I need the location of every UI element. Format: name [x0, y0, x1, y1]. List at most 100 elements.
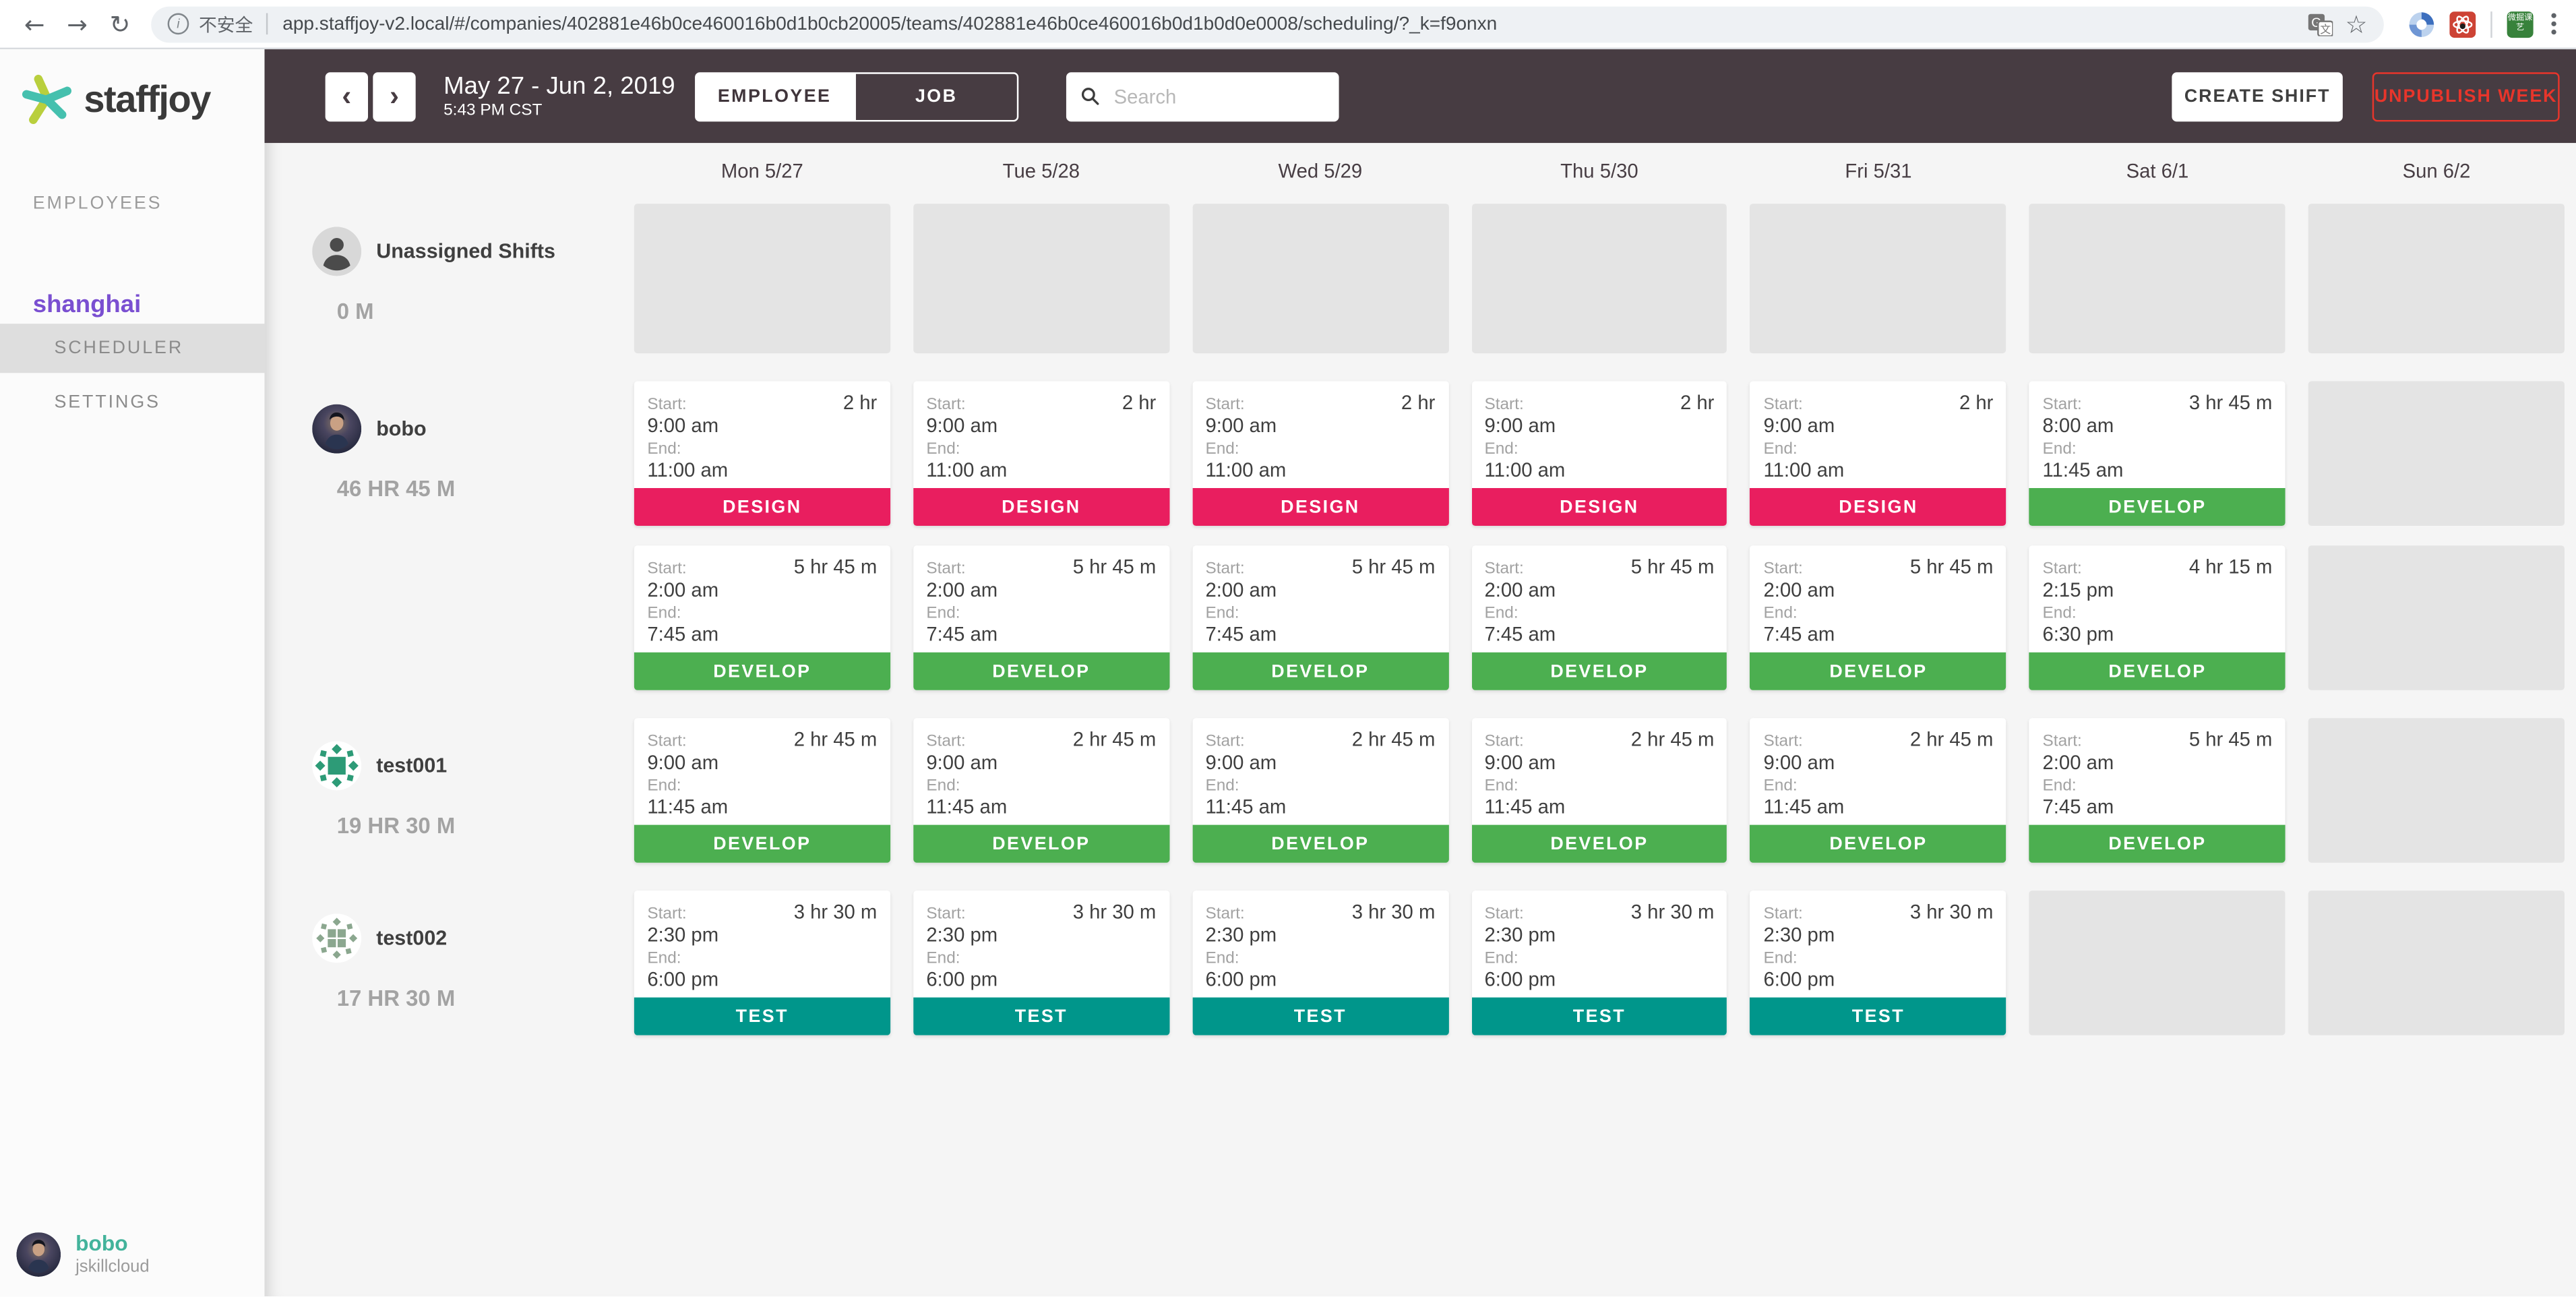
shift-end-time: 7:45 am — [647, 622, 719, 646]
identicon2-avatar-icon — [312, 913, 362, 963]
shift-card[interactable]: Start: 2 hr 9:00 am End: 11:00 am DESIGN — [1192, 381, 1448, 526]
shift-start-time: 2:15 pm — [2042, 578, 2114, 602]
shift-job-bar: DEVELOP — [1192, 652, 1448, 690]
day-cell — [902, 204, 1181, 354]
sidebar-item-employees[interactable]: EMPLOYEES — [32, 193, 162, 214]
toggle-job-button[interactable]: JOB — [854, 71, 1019, 121]
shift-card[interactable]: Start: 2 hr 9:00 am End: 11:00 am DESIGN — [913, 381, 1169, 526]
shift-card[interactable]: Start: 3 hr 30 m 2:30 pm End: 6:00 pm TEST — [913, 891, 1169, 1035]
prev-week-button[interactable]: ‹ — [325, 71, 368, 121]
shift-card[interactable]: Start: 2 hr 45 m 9:00 am End: 11:45 am DEVELO… — [1471, 718, 1727, 863]
shift-card[interactable]: Start: 5 hr 45 m 2:00 am End: 7:45 am DEVELOP — [634, 545, 890, 690]
shift-card[interactable]: Start: 5 hr 45 m 2:00 am End: 7:45 am DEVELOP — [1750, 545, 2006, 690]
sidebar-item-scheduler[interactable]: SCHEDULER — [0, 324, 265, 373]
address-bar[interactable]: i 不安全 app.staffjoy-v2.local/#/companies/… — [151, 5, 2384, 42]
sidebar: staffjoy EMPLOYEES shanghai SCHEDULER SE… — [0, 49, 265, 1297]
shift-end-time: 6:00 pm — [647, 967, 719, 991]
shift-card[interactable]: Start: 2 hr 45 m 9:00 am End: 11:45 am DEVELO… — [913, 718, 1169, 863]
current-user[interactable]: bobo jskillcloud — [16, 1231, 150, 1277]
shift-start-time: 2:00 am — [2042, 750, 2114, 775]
shift-duration: 5 hr 45 m — [1072, 555, 1157, 578]
shift-job-bar: TEST — [1192, 997, 1448, 1035]
create-shift-button[interactable]: CREATE SHIFT — [2172, 71, 2343, 121]
day-cell — [1739, 204, 2018, 354]
shift-card[interactable]: Start: 2 hr 9:00 am End: 11:00 am DESIGN — [634, 381, 890, 526]
extension-atom-icon[interactable] — [2449, 10, 2476, 37]
browser-back-icon[interactable]: ← — [24, 9, 45, 39]
shift-duration: 2 hr 45 m — [1351, 727, 1436, 751]
search-box[interactable] — [1066, 71, 1339, 121]
shift-duration: 2 hr — [1959, 391, 1994, 415]
day-cell: Start: 3 hr 30 m 2:30 pm End: 6:00 pm TEST — [1181, 891, 1460, 1035]
shift-duration: 2 hr — [1401, 391, 1436, 415]
staffjoy-logo[interactable]: staffjoy — [0, 49, 264, 125]
shift-start-label: Start: — [1205, 733, 1245, 751]
shift-start-time: 2:30 pm — [926, 923, 998, 946]
next-week-button[interactable]: › — [373, 71, 416, 121]
shift-start-label: Start: — [926, 396, 966, 415]
shift-card[interactable]: Start: 2 hr 9:00 am End: 11:00 am DESIGN — [1471, 381, 1727, 526]
shift-card[interactable]: Start: 2 hr 45 m 9:00 am End: 11:45 am DEVELO… — [634, 718, 890, 863]
shift-card[interactable]: Start: 3 hr 30 m 2:30 pm End: 6:00 pm TEST — [634, 891, 890, 1035]
browser-forward-icon[interactable]: → — [67, 9, 88, 39]
search-input[interactable] — [1110, 83, 1324, 110]
row-label: bobo 46 HR 45 M — [264, 382, 622, 690]
extension-blue-swirl-icon[interactable] — [2408, 11, 2434, 37]
shift-card[interactable]: Start: 5 hr 45 m 2:00 am End: 7:45 am DEVELOP — [1471, 545, 1727, 690]
extension-green-badge-icon[interactable]: 微掘课艺 — [2507, 10, 2534, 37]
shift-job-bar: DEVELOP — [1750, 652, 2006, 690]
shift-end-time: 6:00 pm — [1484, 967, 1556, 991]
shift-start-time: 9:00 am — [647, 414, 719, 438]
shift-end-label: End: — [1484, 949, 1519, 968]
view-toggle: EMPLOYEE JOB — [694, 71, 1019, 121]
shift-job-bar: DEVELOP — [634, 652, 890, 690]
url-text[interactable]: app.staffjoy-v2.local/#/companies/402881… — [282, 13, 1498, 34]
shift-card[interactable]: Start: 2 hr 45 m 9:00 am End: 11:45 am DEVELO… — [1750, 718, 2006, 863]
shift-end-label: End: — [1763, 605, 1798, 623]
shift-card[interactable]: Start: 2 hr 45 m 9:00 am End: 11:45 am DEVELO… — [1192, 718, 1448, 863]
sidebar-item-settings[interactable]: SETTINGS — [54, 392, 160, 413]
search-icon — [1081, 88, 1099, 105]
shift-card[interactable]: Start: 3 hr 30 m 2:30 pm End: 6:00 pm TEST — [1192, 891, 1448, 1035]
shift-card[interactable]: Start: 3 hr 30 m 2:30 pm End: 6:00 pm TEST — [1750, 891, 2006, 1035]
shift-duration: 2 hr — [842, 391, 878, 415]
browser-menu-icon[interactable] — [2551, 13, 2556, 35]
unpublish-week-button[interactable]: UNPUBLISH WEEK — [2372, 71, 2560, 121]
shift-start-time: 9:00 am — [1484, 414, 1556, 438]
shift-end-time: 11:00 am — [1763, 458, 1845, 482]
empty-shift-placeholder — [2308, 891, 2565, 1035]
shift-card[interactable]: Start: 5 hr 45 m 2:00 am End: 7:45 am DEVELOP — [2029, 718, 2286, 863]
sidebar-team-shanghai[interactable]: shanghai — [32, 291, 142, 319]
empty-shift-placeholder — [2029, 891, 2286, 1035]
shift-start-label: Start: — [2042, 560, 2082, 578]
shift-start-time: 2:00 am — [647, 578, 719, 602]
shift-job-bar: DEVELOP — [913, 824, 1169, 863]
shift-end-label: End: — [1763, 949, 1798, 968]
shift-start-time: 9:00 am — [1205, 750, 1277, 775]
shift-card[interactable]: Start: 3 hr 30 m 2:30 pm End: 6:00 pm TEST — [1471, 891, 1727, 1035]
toggle-employee-button[interactable]: EMPLOYEE — [694, 71, 855, 121]
site-info-icon[interactable]: i — [167, 13, 189, 35]
day-cell — [2297, 891, 2576, 1035]
shift-card[interactable]: Start: 5 hr 45 m 2:00 am End: 7:45 am DEVELOP — [1192, 545, 1448, 690]
day-cell: Start: 2 hr 9:00 am End: 11:00 am DESIGN — [902, 381, 1181, 526]
user-company: jskillcloud — [75, 1257, 150, 1277]
shift-card[interactable]: Start: 5 hr 45 m 2:00 am End: 7:45 am DEVELOP — [913, 545, 1169, 690]
shift-card[interactable]: Start: 4 hr 15 m 2:15 pm End: 6:30 pm DEVELOP — [2029, 545, 2286, 690]
shift-card[interactable]: Start: 3 hr 45 m 8:00 am End: 11:45 am DEVELO… — [2029, 381, 2286, 526]
bookmark-star-icon[interactable]: ☆ — [2345, 9, 2368, 39]
shift-end-label: End: — [1484, 440, 1519, 459]
browser-reload-icon[interactable]: ↻ — [109, 9, 131, 39]
shift-card[interactable]: Start: 2 hr 9:00 am End: 11:00 am DESIGN — [1750, 381, 2006, 526]
day-cell — [2018, 204, 2297, 354]
shift-end-label: End: — [1484, 605, 1519, 623]
shift-start-time: 9:00 am — [647, 750, 719, 775]
staffjoy-asterisk-icon — [22, 74, 71, 124]
shift-start-label: Start: — [647, 560, 687, 578]
shift-end-time: 7:45 am — [926, 622, 998, 646]
shift-end-label: End: — [1763, 440, 1798, 459]
shift-end-time: 11:45 am — [1484, 795, 1566, 818]
shift-job-bar: DEVELOP — [1192, 824, 1448, 863]
day-cell: Start: 5 hr 45 m 2:00 am End: 7:45 am DEVELOP — [1739, 545, 2018, 690]
